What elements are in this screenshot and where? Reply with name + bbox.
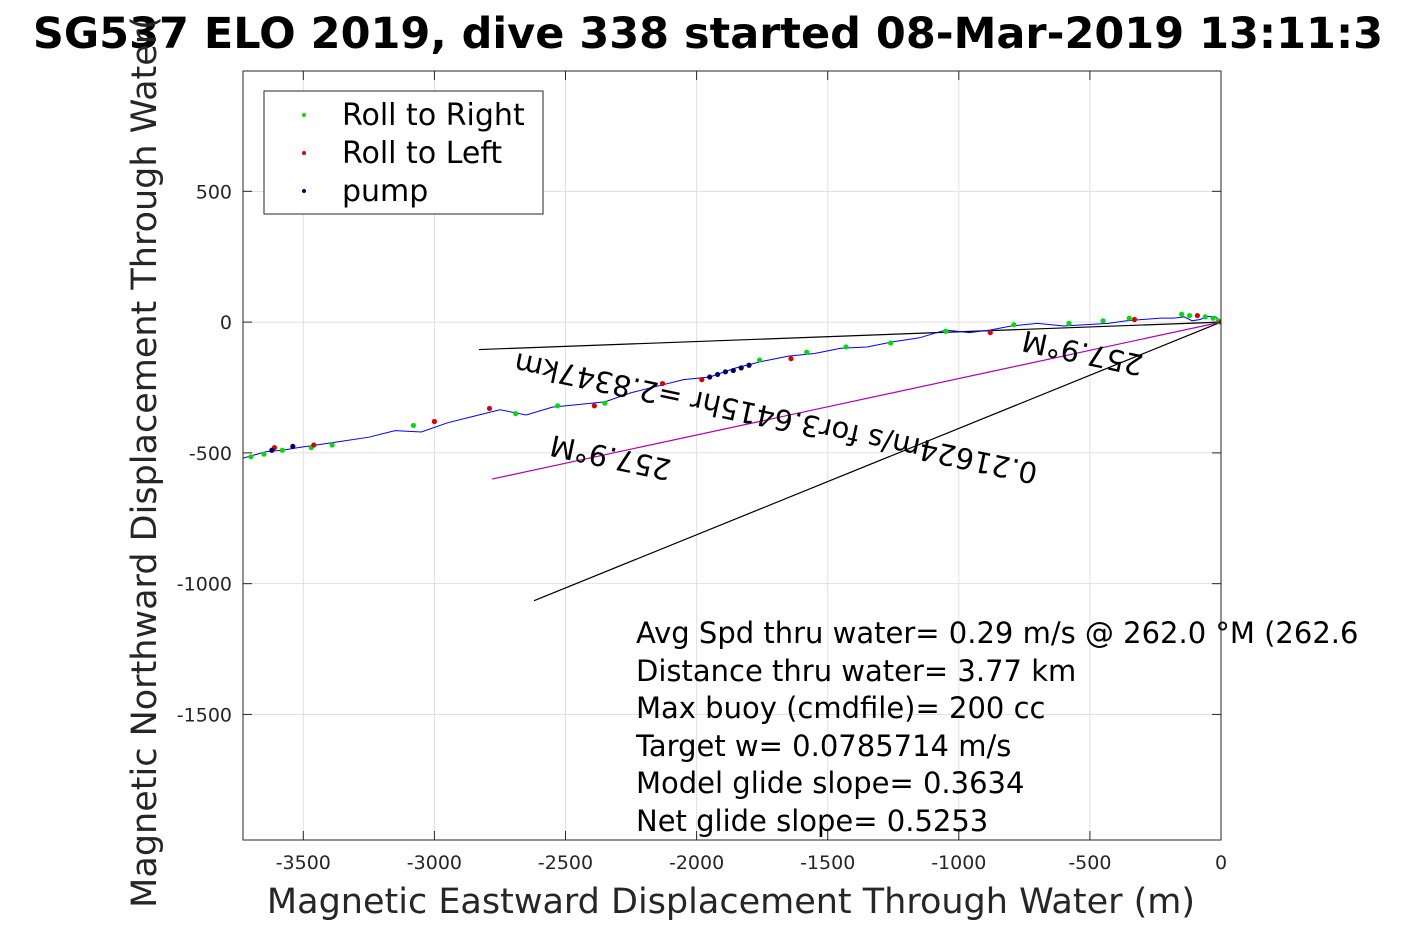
roll-right-point: [410, 422, 417, 429]
x-tick-label: -1000: [931, 852, 986, 874]
roll-right-point: [1066, 320, 1072, 327]
x-tick-label: -3000: [407, 852, 462, 874]
roll-left-point: [659, 380, 666, 387]
note-distance: Distance thru water= 3.77 km: [636, 654, 1076, 688]
pump-point: [714, 371, 721, 378]
legend-entry-roll-right: Roll to Right: [342, 98, 525, 133]
roll-right-point: [1179, 311, 1185, 317]
roll-right-point: [804, 349, 810, 355]
reference-line-0: [478, 321, 1221, 351]
y-tick-label: -500: [189, 443, 232, 465]
roll-right-point: [248, 454, 254, 460]
dive-track-line: [243, 315, 1221, 459]
pump-point: [738, 365, 744, 371]
y-axis-label: Magnetic Northward Displacement Through …: [125, 16, 165, 908]
legend-entry-roll-left: Roll to Left: [342, 136, 502, 171]
roll-left-point: [1131, 316, 1138, 323]
roll-left-point: [431, 418, 438, 425]
roll-right-point: [843, 344, 849, 350]
y-tick-label: -1000: [177, 574, 232, 596]
roll-right-point: [1100, 318, 1106, 324]
note-max-buoy: Max buoy (cmdfile)= 200 cc: [636, 691, 1045, 725]
roll-left-point: [788, 356, 794, 362]
legend: Roll to Right Roll to Left pump: [263, 90, 544, 215]
roll-right-point: [1126, 315, 1132, 321]
y-tick-label: -1500: [177, 704, 232, 726]
note-avg-speed: Avg Spd thru water= 0.29 m/s @ 262.0 °M …: [636, 616, 1358, 650]
x-tick-label: -2500: [538, 852, 593, 874]
legend-marker-roll-left: [302, 151, 306, 155]
legend-marker-pump: [302, 189, 306, 193]
roll-right-point: [756, 357, 763, 363]
reference-lines: [478, 321, 1221, 602]
dive-stats-notes: Avg Spd thru water= 0.29 m/s @ 262.0 °M …: [635, 616, 1358, 838]
points-layer: [248, 311, 1221, 460]
roll-right-point: [1186, 312, 1193, 319]
roll-left-point: [591, 403, 597, 409]
x-tick-label: -1500: [800, 852, 855, 874]
x-tick-label: 0: [1215, 852, 1227, 874]
pump-point: [707, 374, 713, 380]
roll-right-point: [602, 400, 608, 406]
legend-box: [263, 90, 544, 215]
roll-right-point: [943, 328, 949, 334]
note-target-w: Target w= 0.0785714 m/s: [635, 729, 1011, 763]
note-net-glide-slope: Net glide slope= 0.5253: [636, 804, 988, 838]
reference-line-2: [491, 321, 1221, 480]
plot-frame: [242, 70, 1222, 841]
y-axis-ticks: 500 0 -500 -1000 -1500: [177, 181, 1221, 726]
pump-point: [730, 367, 736, 374]
chart-title: SG537 ELO 2019, dive 338 started 08-Mar-…: [33, 9, 1383, 59]
roll-left-point: [486, 405, 493, 412]
roll-right-point: [555, 403, 561, 409]
y-tick-label: 0: [220, 312, 232, 334]
roll-right-point: [1202, 314, 1208, 320]
legend-marker-roll-right: [302, 113, 306, 117]
roll-right-point: [261, 451, 267, 457]
x-tick-label: -500: [1068, 852, 1111, 874]
roll-right-point: [329, 442, 335, 448]
roll-right-point: [1011, 322, 1017, 328]
roll-left-point: [987, 329, 993, 336]
roll-right-point: [279, 447, 285, 453]
legend-entry-pump: pump: [342, 174, 428, 209]
pump-point: [722, 369, 729, 375]
pump-point: [269, 447, 275, 453]
roll-left-point: [699, 377, 705, 383]
x-tick-label: -3500: [276, 852, 331, 874]
roll-right-point: [1210, 315, 1216, 321]
pump-point: [746, 362, 752, 368]
note-model-glide-slope: Model glide slope= 0.3634: [636, 766, 1024, 800]
roll-left-point: [1194, 312, 1201, 319]
y-tick-label: 500: [196, 181, 232, 203]
x-axis-label: Magnetic Eastward Displacement Through W…: [267, 882, 1195, 922]
roll-right-point: [513, 411, 519, 417]
track-layer: [243, 315, 1221, 459]
reference-line-1: [533, 321, 1221, 602]
x-axis-ticks: -3500 -3000 -2500 -2000 -1500 -1000 -500 0: [276, 71, 1227, 874]
roll-right-point: [888, 340, 894, 346]
x-tick-label: -2000: [669, 852, 724, 874]
pump-point: [290, 443, 296, 449]
roll-left-point: [311, 442, 317, 448]
